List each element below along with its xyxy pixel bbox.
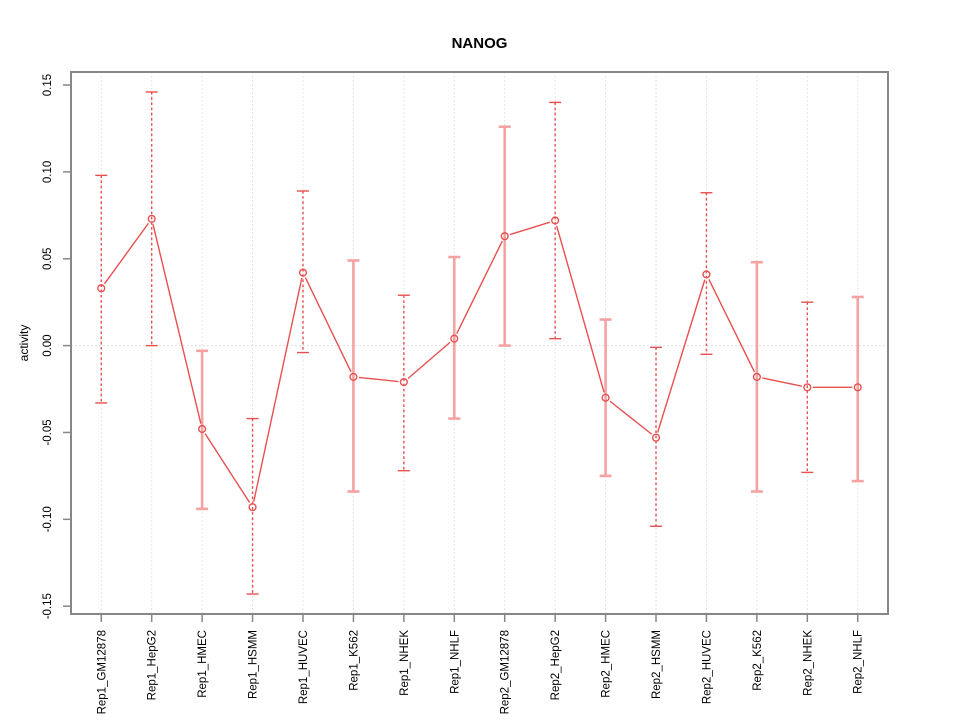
data-point-marker (399, 377, 408, 387)
chart-title: NANOG (452, 35, 508, 52)
data-point-marker (248, 503, 257, 512)
gridlines (71, 72, 888, 614)
x-tick-label: Rep1_HMEC (197, 630, 209, 698)
data-point-marker (601, 393, 610, 402)
x-tick-label: Rep2_HepG2 (550, 630, 562, 700)
y-tick-label: 0.00 (42, 334, 54, 356)
data-point-marker (97, 284, 106, 293)
y-axis-label: activity (17, 325, 31, 362)
y-tick-label: 0.05 (42, 248, 54, 270)
data-points (97, 214, 862, 512)
x-tick-label: Rep2_HMEC (601, 630, 613, 698)
y-tick-label: -0.10 (42, 506, 54, 532)
series-segment (609, 400, 653, 435)
series-segment (103, 222, 150, 285)
series-segment (253, 277, 303, 502)
series-segment (358, 376, 399, 383)
data-point-marker (450, 334, 459, 343)
data-point-marker (298, 268, 308, 277)
x-tick-label: Rep2_K562 (752, 630, 764, 691)
x-tick-label: Rep2_GM12878 (500, 630, 512, 714)
series-line (103, 221, 853, 503)
data-point-marker (752, 372, 761, 381)
y-tick-labels: -0.15 -0.10 -0.05 0.00 0.05 0.10 0.15 (42, 74, 54, 619)
data-point-marker (500, 232, 509, 241)
data-point-marker (702, 270, 711, 279)
y-tick-label: -0.05 (42, 419, 54, 445)
data-point-marker (147, 214, 156, 223)
series-segment (407, 341, 451, 380)
y-tick-label: 0.10 (42, 161, 54, 183)
series-segment (456, 240, 503, 335)
series-segment (762, 377, 803, 387)
y-tick-label: -0.15 (42, 593, 54, 619)
chart-area: Rep1_GM12878 Rep1_HepG2 Rep1_HMEC Rep1_HSMM… (42, 71, 889, 715)
series-segment (656, 279, 706, 433)
data-point-marker (853, 383, 862, 392)
series-segment (708, 279, 756, 373)
series-segment (204, 433, 251, 503)
x-tick-label: Rep1_K562 (348, 630, 360, 691)
x-tick-label: Rep1_HSMM (248, 630, 260, 699)
x-tick-label: Rep1_NHEK (399, 630, 411, 696)
error-bars (95, 91, 864, 595)
axis-ticks (63, 84, 859, 622)
data-point-marker (198, 424, 207, 434)
plot-box (70, 71, 889, 615)
x-tick-label: Rep2_HSMM (651, 630, 663, 699)
x-tick-label: Rep1_HUVEC (298, 630, 310, 704)
data-point-marker (651, 433, 661, 442)
x-tick-label: Rep2_NHEK (802, 630, 814, 696)
data-point-marker (551, 216, 560, 225)
x-tick-label: Rep2_NHLF (853, 630, 865, 694)
series-segment (509, 221, 551, 236)
y-tick-label: 0.15 (42, 74, 54, 96)
x-tick-label: Rep1_HepG2 (147, 630, 159, 700)
x-tick-labels: Rep1_GM12878 Rep1_HepG2 Rep1_HMEC Rep1_HSMM… (96, 630, 864, 715)
x-tick-label: Rep1_NHLF (449, 630, 461, 694)
series-segment (152, 223, 202, 424)
data-point-marker (349, 372, 358, 381)
x-tick-label: Rep2_HUVEC (701, 630, 713, 704)
series-segment (555, 225, 605, 393)
data-point-marker (803, 383, 812, 392)
series-segment (304, 277, 352, 373)
x-tick-label: Rep1_GM12878 (96, 630, 108, 714)
